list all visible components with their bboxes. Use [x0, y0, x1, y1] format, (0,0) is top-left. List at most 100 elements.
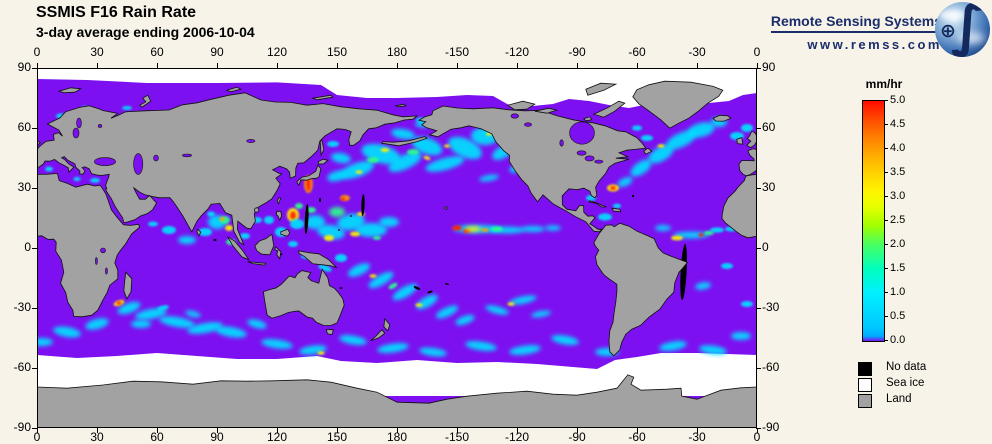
lon-tick-mark — [97, 63, 98, 68]
colorbar-tick-label: 5.0 — [890, 94, 906, 106]
lat-tick-label: 30 — [17, 180, 31, 194]
colorbar-tick-label: 4.5 — [890, 118, 906, 130]
lon-tick-label: 60 — [150, 45, 164, 59]
rain-cell — [73, 177, 81, 181]
remss-branding: Remote Sensing Systems www.remss.com — [770, 13, 942, 52]
lat-tick-mark — [32, 428, 37, 429]
lake-baikal — [247, 139, 255, 142]
lat-tick-label: 90 — [762, 60, 776, 74]
lake-winnipeg — [560, 140, 564, 146]
java — [248, 262, 266, 266]
rain-cell — [392, 283, 418, 301]
iberia-france — [739, 149, 757, 176]
cuba — [589, 201, 606, 207]
rain-cell — [247, 319, 267, 329]
rain-cell — [85, 318, 109, 330]
no-data-swath — [631, 194, 635, 198]
colorbar-tick-label: 1.5 — [890, 262, 906, 274]
colorbar-tick-mark — [884, 220, 888, 221]
lon-tick-label: -120 — [504, 430, 530, 444]
lon-tick-mark — [397, 428, 398, 433]
cloud-decoration — [939, 10, 965, 20]
rain-cell — [666, 130, 696, 150]
rain-cell — [261, 339, 293, 349]
rain-cell — [368, 271, 394, 289]
no-data-swath — [361, 194, 365, 216]
lat-tick-mark — [756, 68, 761, 69]
no-data-swath — [680, 244, 687, 300]
rain-cell — [659, 341, 687, 351]
lon-tick-label: 180 — [386, 430, 408, 444]
rain-cell — [551, 335, 579, 345]
crosshair-glyph: ⊕ — [940, 20, 956, 42]
lat-tick-label: -30 — [762, 300, 780, 314]
no-data-swath — [339, 287, 343, 289]
lon-tick-label: 120 — [266, 45, 288, 59]
rain-cell — [444, 144, 450, 148]
lat-tick-mark — [756, 368, 761, 369]
rain-cell — [641, 135, 653, 141]
lon-tick-label: 150 — [326, 430, 348, 444]
rain-cell — [721, 263, 733, 269]
lon-tick-mark — [157, 63, 158, 68]
lon-tick-label: -150 — [444, 45, 470, 59]
colorbar-tick-mark — [884, 172, 888, 173]
lake-tanganyika — [95, 258, 97, 265]
rain-cell — [373, 236, 381, 240]
lon-tick-label: -60 — [628, 45, 646, 59]
rain-cell — [632, 125, 642, 131]
greenland — [633, 81, 723, 128]
rain-cell — [207, 211, 215, 217]
rain-cell — [380, 148, 390, 152]
rain-cell — [425, 156, 465, 172]
earth-globe-integral-icon: ∫ ⊕ — [935, 2, 990, 57]
lon-tick-mark — [457, 63, 458, 68]
rain-cell — [377, 343, 409, 353]
no-data-swath — [427, 290, 433, 294]
rain-cell — [407, 149, 419, 155]
rain-cell — [339, 335, 367, 345]
lon-tick-mark — [97, 428, 98, 433]
rain-cell — [545, 225, 561, 231]
lon-tick-label: 0 — [753, 45, 761, 59]
rain-cell — [655, 225, 671, 231]
lat-tick-label: 0 — [24, 240, 31, 254]
rain-cell — [157, 305, 169, 311]
lon-tick-label: 120 — [266, 430, 288, 444]
colorbar-tick-mark — [884, 100, 888, 101]
rain-cell — [521, 226, 545, 232]
lon-tick-mark — [697, 428, 698, 433]
colorbar-tick-mark — [884, 244, 888, 245]
no-data-swath — [350, 215, 352, 217]
lon-tick-mark — [757, 63, 758, 68]
rain-cell — [350, 231, 360, 237]
lake-michigan-huron — [585, 156, 594, 161]
lake-malawi — [105, 268, 107, 274]
lon-tick-mark — [217, 428, 218, 433]
cloud-decoration — [957, 32, 985, 44]
lon-tick-label: 180 — [386, 45, 408, 59]
lon-tick-mark — [157, 428, 158, 433]
remss-url[interactable]: www.remss.com — [807, 37, 942, 52]
rain-cell — [45, 166, 53, 172]
lon-tick-mark — [637, 428, 638, 433]
rain-cell — [341, 197, 345, 201]
rain-cell — [741, 124, 753, 132]
lat-tick-label: -90 — [13, 420, 31, 434]
lat-tick-label: -30 — [13, 300, 31, 314]
rain-cell — [695, 282, 711, 290]
legend-swatch — [858, 378, 872, 392]
lon-tick-mark — [37, 63, 38, 68]
great-bear-lake — [511, 114, 519, 118]
rain-cell — [116, 301, 122, 305]
rain-cell — [215, 326, 247, 338]
taiwan — [277, 198, 281, 204]
lon-tick-mark — [37, 428, 38, 433]
lat-tick-label: 0 — [762, 240, 769, 254]
colorbar-tick-mark — [884, 340, 888, 341]
rain-cell — [388, 152, 422, 172]
caspian-sea — [134, 154, 143, 175]
rain-cell — [288, 241, 298, 247]
lon-tick-label: -90 — [568, 45, 586, 59]
no-data-swath — [413, 286, 421, 290]
